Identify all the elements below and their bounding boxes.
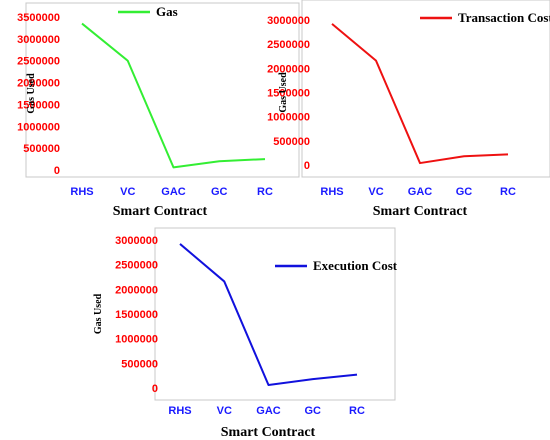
y-tick-label: 3500000: [17, 12, 60, 24]
legend-label: Execution Cost: [313, 258, 398, 273]
series-line: [81, 22, 266, 169]
x-tick-label: GC: [456, 186, 473, 198]
x-tick-label: VC: [368, 186, 383, 198]
y-tick-label: 1000000: [17, 121, 60, 133]
x-tick-label: GAC: [408, 186, 433, 198]
y-tick-label: 3000000: [115, 235, 158, 247]
y-tick-label: 500000: [121, 358, 158, 370]
y-tick-label: 1000000: [267, 112, 310, 124]
plot-frame: [154, 227, 396, 401]
chart-1: 0 500000 1000000 1500000 2000000 2500000 30000…: [17, 2, 300, 219]
x-tick-label: RHS: [168, 405, 191, 417]
y-tick-label: 0: [54, 165, 60, 177]
x-tick-label: VC: [217, 405, 232, 417]
x-tick-label: GC: [211, 186, 228, 198]
y-tick-label: 2500000: [267, 39, 310, 51]
legend-label: Gas: [156, 4, 178, 19]
plot-frame: [301, 0, 550, 178]
legend-label: Transaction Cost: [458, 10, 550, 25]
y-tick-label: 1500000: [267, 88, 310, 100]
x-tick-label: RC: [349, 405, 365, 417]
chart-3: 0 500000 1000000 1500000 2000000 2500000 30000…: [93, 227, 398, 440]
y-axis-label: Gas Used: [93, 293, 104, 334]
x-tick-label: GAC: [161, 186, 186, 198]
x-tick-label: RC: [500, 186, 516, 198]
y-tick-label: 1500000: [17, 99, 60, 111]
x-tick-label: RHS: [70, 186, 93, 198]
x-axis-label: Smart Contract: [373, 204, 468, 219]
x-tick-label: GC: [305, 405, 322, 417]
y-tick-label: 3000000: [17, 34, 60, 46]
series-line: [331, 23, 509, 165]
y-tick-label: 500000: [273, 136, 310, 148]
y-tick-label: 1500000: [115, 309, 158, 321]
y-axis-label: Gas Used: [278, 72, 289, 113]
y-axis-label: Gas Used: [26, 73, 37, 114]
chart-2: 0 500000 1000000 1500000 2000000 2500000 30000…: [267, 0, 550, 219]
x-tick-label: GAC: [256, 405, 281, 417]
y-tick-label: 0: [152, 383, 158, 395]
x-axis-label: Smart Contract: [221, 425, 316, 440]
y-tick-label: 2000000: [17, 78, 60, 90]
y-tick-label: 0: [304, 160, 310, 172]
y-tick-label: 500000: [23, 143, 60, 155]
y-tick-label: 2500000: [17, 56, 60, 68]
x-axis-label: Smart Contract: [113, 204, 208, 219]
y-tick-label: 1000000: [115, 334, 158, 346]
y-tick-label: 2000000: [267, 63, 310, 75]
x-tick-label: VC: [120, 186, 135, 198]
y-tick-label: 2500000: [115, 260, 158, 272]
x-tick-label: RHS: [320, 186, 343, 198]
plot-frame: [25, 2, 300, 178]
x-tick-label: RC: [257, 186, 273, 198]
y-tick-label: 3000000: [267, 15, 310, 27]
y-tick-label: 2000000: [115, 284, 158, 296]
